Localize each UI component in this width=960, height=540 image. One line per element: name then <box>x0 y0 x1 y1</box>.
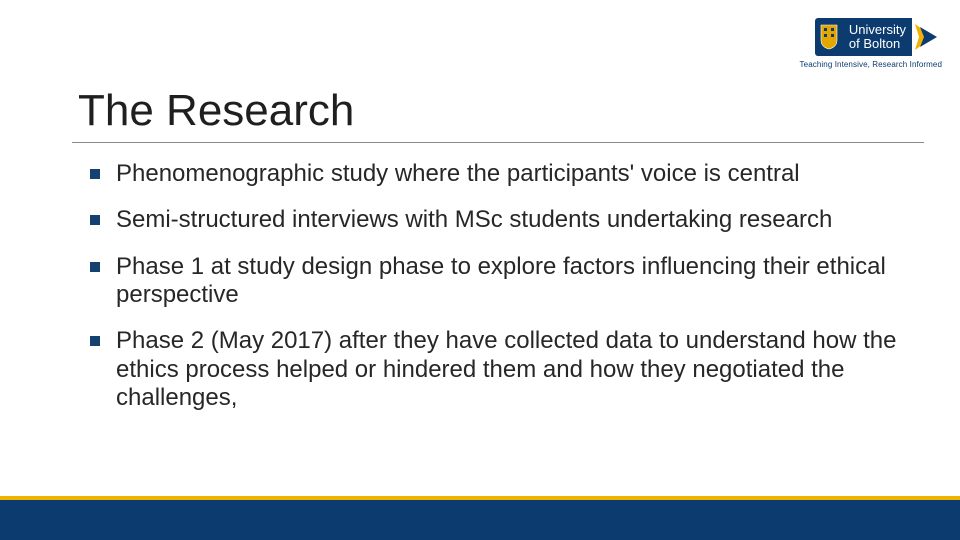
square-bullet-icon <box>90 336 100 346</box>
slide: University of Bolton Teaching Intensive,… <box>0 0 960 540</box>
footer-bar <box>0 500 960 540</box>
logo-line2: of Bolton <box>849 36 900 51</box>
bullet-list: Phenomenographic study where the partici… <box>90 160 900 430</box>
list-item: Semi-structured interviews with MSc stud… <box>90 206 900 234</box>
university-logo: University of Bolton Teaching Intensive,… <box>772 18 942 73</box>
logo-wordmark: University of Bolton <box>843 18 912 56</box>
logo-arrow-icon <box>912 18 942 56</box>
logo-shield-icon <box>815 18 843 56</box>
bullet-text: Phenomenographic study where the partici… <box>116 160 800 188</box>
bullet-text: Semi-structured interviews with MSc stud… <box>116 206 832 234</box>
list-item: Phenomenographic study where the partici… <box>90 160 900 188</box>
bullet-text: Phase 1 at study design phase to explore… <box>116 253 900 310</box>
title-underline <box>72 142 924 143</box>
logo-tagline: Teaching Intensive, Research Informed <box>800 60 942 69</box>
logo-top-row: University of Bolton <box>815 18 942 56</box>
slide-title: The Research <box>78 86 354 136</box>
square-bullet-icon <box>90 262 100 272</box>
square-bullet-icon <box>90 169 100 179</box>
list-item: Phase 1 at study design phase to explore… <box>90 253 900 310</box>
bullet-text: Phase 2 (May 2017) after they have colle… <box>116 327 900 412</box>
list-item: Phase 2 (May 2017) after they have colle… <box>90 327 900 412</box>
logo-line1: University <box>849 22 906 37</box>
square-bullet-icon <box>90 215 100 225</box>
